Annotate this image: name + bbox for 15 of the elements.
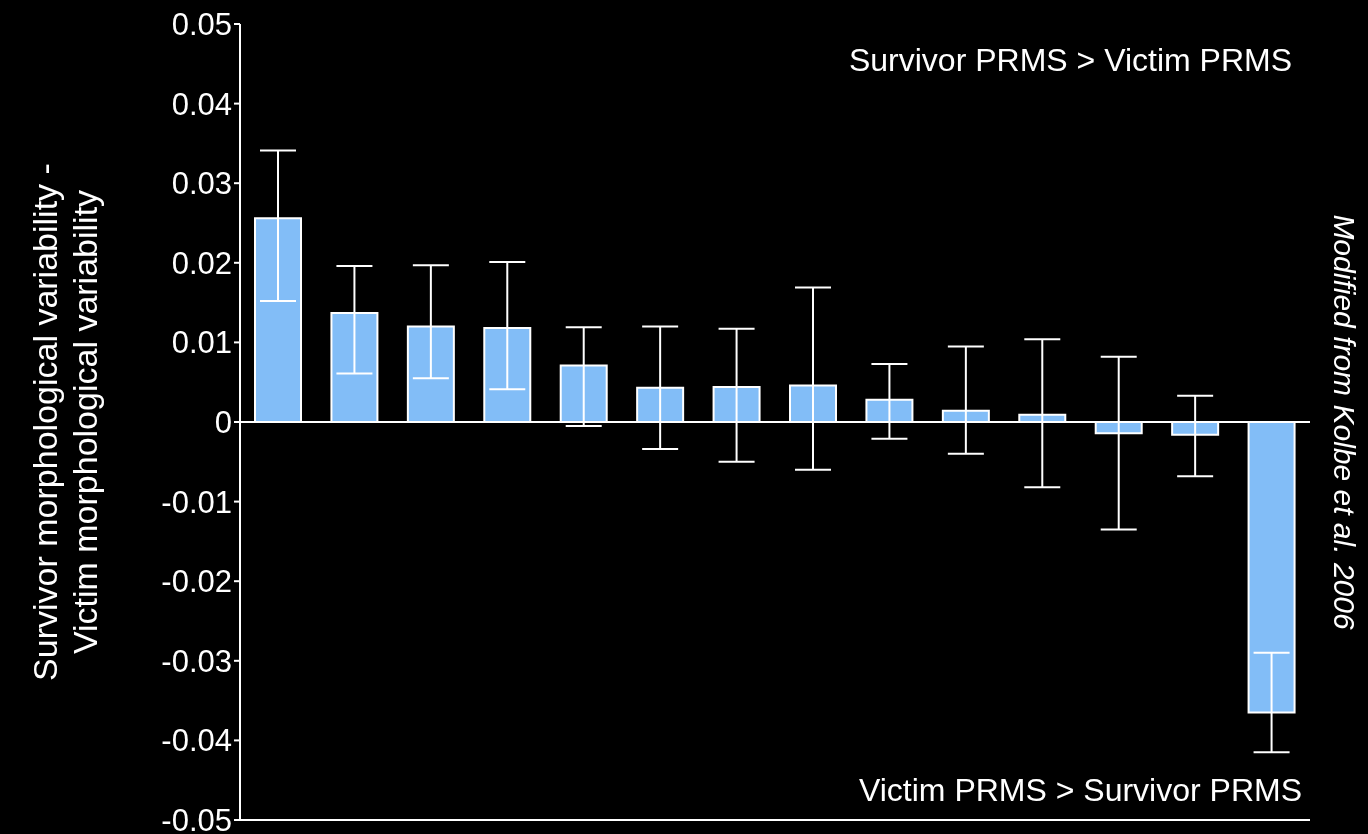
y-tick-label: -0.02 <box>161 564 232 600</box>
y-tick-label: 0.01 <box>171 325 232 361</box>
annotation: Survivor PRMS > Victim PRMS <box>848 42 1292 79</box>
y-axis-title: Survivor morphological variability - Victim morphological variability <box>25 163 105 681</box>
y-tick-label: -0.05 <box>161 803 232 834</box>
y-tick-label: -0.01 <box>161 484 232 520</box>
text: Modified from Kolbe et al. 2006 <box>1327 214 1361 630</box>
y-tick-label: 0.03 <box>171 166 232 202</box>
annotation: Victim PRMS > Survivor PRMS <box>858 772 1302 809</box>
y-tick-label: -0.04 <box>161 723 232 759</box>
y-tick-label: 0 <box>214 405 232 441</box>
y-tick-label: 0.02 <box>171 245 232 281</box>
y-tick-label: -0.03 <box>161 643 232 679</box>
y-tick-label: 0.05 <box>171 7 232 43</box>
y-tick-label: 0.04 <box>171 86 232 122</box>
